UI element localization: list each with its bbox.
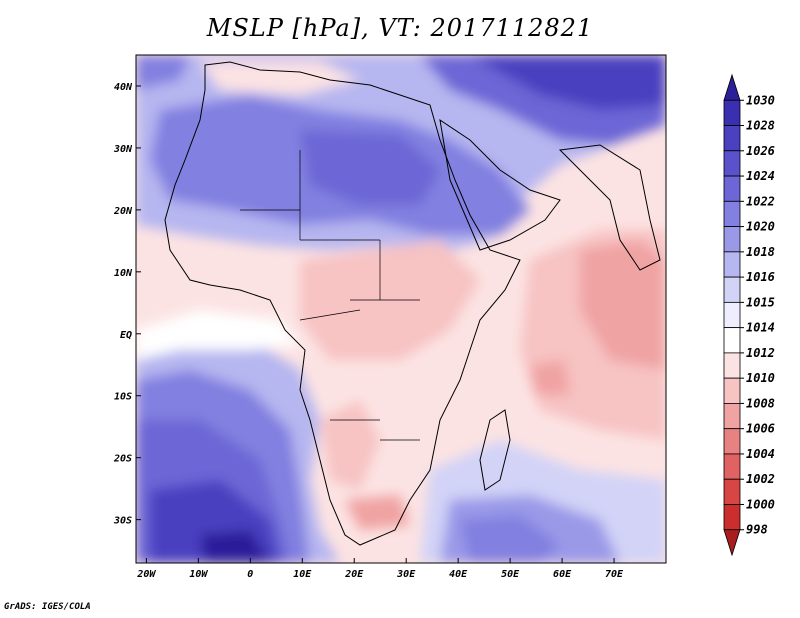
colorbar-label: 1006 (746, 422, 775, 436)
colorbar-swatch (723, 150, 741, 177)
lat-tick-group: 40N 30N 20N 10N EQ 10S 20S 30S (113, 82, 141, 527)
lon-tick-label: 10W (189, 569, 208, 580)
africa-coast (164, 61, 521, 546)
colorbar-swatch (723, 276, 741, 303)
colorbar: 1030 1028 1026 1024 1022 1020 1018 1016 1015 1014… (723, 73, 775, 557)
lat-tick-label: 20N (113, 206, 133, 217)
lon-tick-label: 50E (501, 569, 520, 580)
map-frame (135, 54, 667, 564)
borders (240, 150, 420, 441)
colorbar-swatch (723, 99, 741, 126)
colorbar-swatch (723, 403, 741, 430)
arabia-coast (439, 118, 561, 251)
colorbar-swatch (723, 504, 741, 531)
lat-tick-label: 30S (113, 516, 132, 527)
lon-tick-label: 70E (605, 569, 624, 580)
north-atlantic-high (136, 55, 190, 90)
colorbar-label: 1022 (746, 194, 775, 208)
lat-tick-label: 20S (113, 454, 132, 465)
colorbar-label: 1028 (746, 119, 775, 133)
colorbar-swatch (723, 453, 741, 480)
south-indian-core (460, 515, 560, 563)
lon-tick-group: 20W 10W 0 10E 20E 30E 40E 50E 60E 70E (136, 558, 624, 580)
colorbar-swatch (723, 529, 741, 557)
colorbar-swatch (723, 251, 741, 278)
lon-tick-label: 10E (293, 569, 312, 580)
lat-tick-label: EQ (120, 330, 132, 341)
colorbar-label: 998 (746, 523, 768, 537)
colorbar-swatch (723, 478, 741, 505)
colorbar-swatch (723, 428, 741, 455)
lat-tick-label: 40N (114, 82, 133, 93)
colorbar-label: 1018 (746, 245, 775, 259)
colorbar-label: 1008 (746, 396, 775, 410)
colorbar-swatch (723, 200, 741, 227)
mediterranean-low (200, 62, 360, 95)
india-coast (558, 144, 661, 271)
lat-tick-label: 10S (114, 392, 132, 403)
lon-tick-label: 0 (247, 569, 253, 580)
colorbar-label: 1024 (746, 169, 775, 183)
colorbar-label: 1015 (746, 295, 775, 309)
colorbar-label: 1002 (746, 472, 775, 486)
colorbar-swatch (723, 352, 741, 379)
colorbar-label: 1014 (746, 321, 775, 335)
colorbar-swatch (723, 73, 741, 101)
map-title: MSLP [hPa], VT: 2017112821 (206, 14, 594, 42)
pressure-field (136, 55, 666, 563)
colorbar-swatch (723, 226, 741, 253)
kalahari-low-outer (320, 400, 380, 490)
colorbar-label: 1016 (746, 270, 775, 284)
colorbar-label: 1004 (746, 447, 775, 461)
colorbar-label: 1026 (746, 144, 775, 158)
colorbar-swatch (723, 125, 741, 152)
lat-tick-label: 30N (113, 144, 133, 155)
lon-tick-label: 40E (449, 569, 468, 580)
lon-tick-label: 30E (396, 569, 416, 580)
colorbar-label: 1020 (746, 220, 775, 234)
central-asia-high-core (470, 55, 666, 110)
south-atlantic-center (200, 530, 270, 563)
lon-tick-label: 20W (136, 569, 156, 580)
equatorial-band (136, 310, 300, 360)
madagascar (479, 409, 511, 491)
lon-tick-label: 60E (553, 569, 572, 580)
indian-ocean-low (580, 240, 666, 370)
colorbar-swatch (723, 327, 741, 354)
colorbar-swatch (723, 301, 741, 329)
credit-text: GrADS: IGES/COLA (4, 602, 91, 612)
colorbar-label: 1010 (746, 371, 775, 385)
colorbar-swatch (723, 377, 741, 404)
mascarene-low (530, 360, 570, 395)
kalahari-low (345, 495, 410, 530)
coastlines (164, 61, 661, 546)
lon-tick-label: 20E (344, 569, 364, 580)
colorbar-label: 1012 (746, 346, 775, 360)
colorbar-swatch (723, 175, 741, 202)
saharan-high-core (300, 130, 440, 205)
colorbar-label: 1000 (746, 497, 775, 511)
colorbar-label: 1030 (746, 93, 775, 107)
lat-tick-label: 10N (114, 268, 133, 279)
